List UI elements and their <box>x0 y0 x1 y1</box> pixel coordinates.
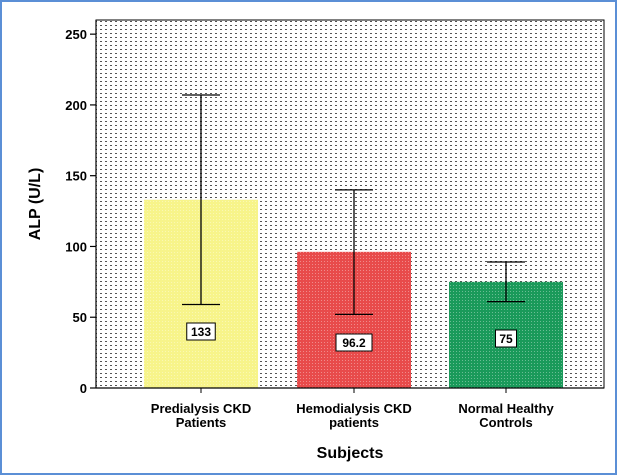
data-label: 133 <box>191 325 211 339</box>
data-label-box <box>495 329 517 348</box>
bars-layer: 133 96.2 75 <box>144 94 563 388</box>
x-tick-label: Hemodialysis CKD <box>296 401 412 416</box>
y-tick-label: 150 <box>65 169 87 184</box>
data-label-box <box>335 333 373 352</box>
y-tick-label: 250 <box>65 27 87 42</box>
data-label-box <box>186 322 216 341</box>
y-tick-label: 0 <box>80 381 87 396</box>
x-tick-label: Predialysis CKD <box>151 401 251 416</box>
y-axis-title: ALP (U/L) <box>27 168 44 241</box>
x-tick-label: Normal Healthy <box>458 401 554 416</box>
x-tick-label: Patients <box>176 415 227 430</box>
y-tick-label: 100 <box>65 239 87 254</box>
data-label: 96.2 <box>342 336 366 350</box>
y-tick-label: 200 <box>65 98 87 113</box>
data-label: 75 <box>499 332 513 346</box>
x-tick-label: patients <box>329 415 379 430</box>
y-tick-label: 50 <box>73 310 87 325</box>
x-tick-label: Controls <box>479 415 532 430</box>
x-axis-title: Subjects <box>317 445 384 462</box>
